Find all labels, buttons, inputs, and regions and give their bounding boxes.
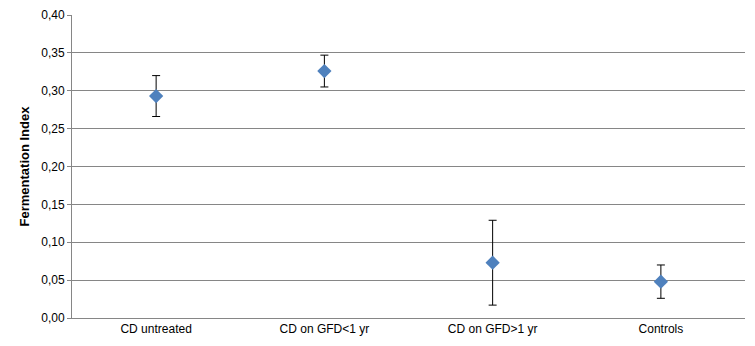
svg-text:CD untreated: CD untreated — [120, 322, 191, 336]
svg-text:0,25: 0,25 — [41, 122, 65, 136]
svg-text:0,15: 0,15 — [41, 198, 65, 212]
svg-text:CD on GFD>1 yr: CD on GFD>1 yr — [448, 322, 538, 336]
svg-text:Fermentation Index: Fermentation Index — [17, 106, 32, 227]
svg-text:CD on GFD<1 yr: CD on GFD<1 yr — [280, 322, 370, 336]
svg-text:0,30: 0,30 — [41, 84, 65, 98]
svg-text:0,10: 0,10 — [41, 235, 65, 249]
svg-text:Controls: Controls — [639, 322, 684, 336]
svg-text:0,05: 0,05 — [41, 273, 65, 287]
svg-text:0,00: 0,00 — [41, 311, 65, 325]
svg-text:0,35: 0,35 — [41, 46, 65, 60]
svg-text:0,20: 0,20 — [41, 160, 65, 174]
svg-text:0,40: 0,40 — [41, 8, 65, 22]
